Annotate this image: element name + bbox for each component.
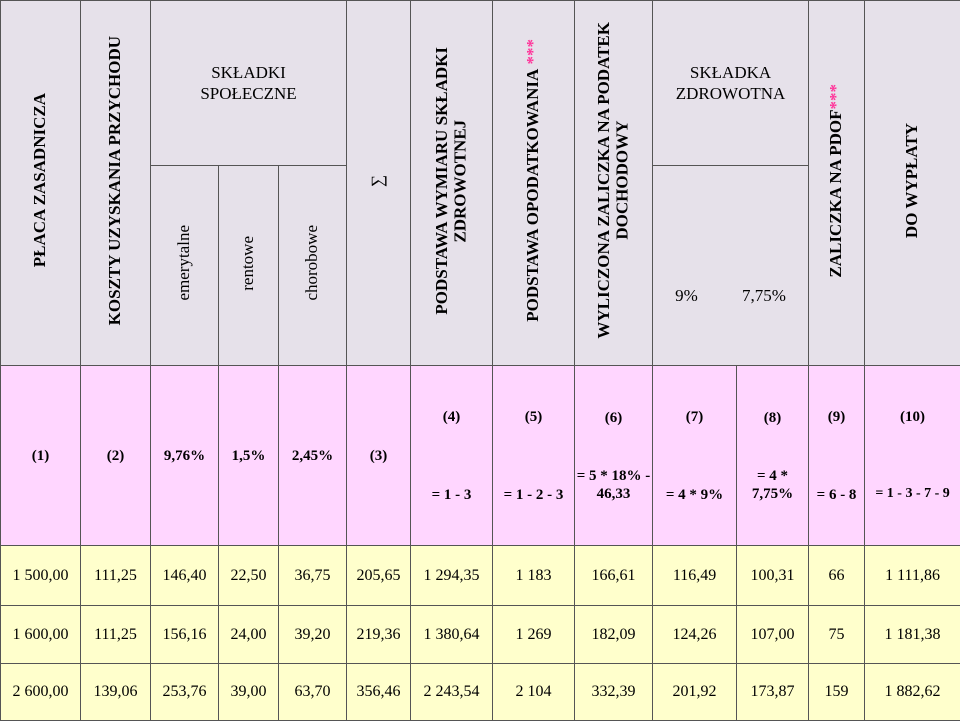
- code-formula-4: (4) = 1 - 3: [411, 366, 493, 546]
- cell: 1 600,00: [1, 606, 81, 664]
- cell: 39,20: [279, 606, 347, 664]
- header-zaliczka-pdof: ZALICZKA NA PDOF***: [809, 1, 865, 366]
- header-do-wyplaty: DO WYPŁATY: [865, 1, 960, 366]
- cell: 124,26: [653, 606, 737, 664]
- code-chorobowe-rate: 2,45%: [279, 366, 347, 546]
- code-formula-7: (7) = 4 * 9%: [653, 366, 737, 546]
- cell: 173,87: [737, 664, 809, 721]
- cell: 111,25: [81, 606, 151, 664]
- cell: 2 600,00: [1, 664, 81, 721]
- code-5: (5): [493, 408, 574, 426]
- header-skladki-spoleczne: SKŁADKI SPOŁECZNE: [151, 1, 347, 166]
- header-skladka-zdrowotna: SKŁADKA ZDROWOTNA: [653, 1, 809, 166]
- pct-row: 9% 7,75%: [653, 285, 808, 306]
- code-3: (3): [347, 366, 411, 546]
- formula-9: = 6 - 8: [809, 486, 864, 504]
- code-formula-9: (9) = 6 - 8: [809, 366, 865, 546]
- pct-775-label: 7,75%: [742, 285, 786, 306]
- cell: 1 500,00: [1, 546, 81, 606]
- cell: 205,65: [347, 546, 411, 606]
- podstawa-opodatkowania-label: PODSTAWA OPODATKOWANIA: [523, 69, 542, 322]
- wyliczona-line2: DOCHODOWY: [613, 121, 632, 240]
- cell: 1 183: [493, 546, 575, 606]
- zaliczka-pdof-stars: ***: [826, 84, 845, 110]
- podstawa-zdrowotnej-line1: PODSTAWA WYMIARU SKŁADKI: [432, 47, 451, 315]
- cell: 39,00: [219, 664, 279, 721]
- code-8: (8): [737, 409, 808, 427]
- cell: 356,46: [347, 664, 411, 721]
- pct-9-label: 9%: [675, 285, 698, 306]
- cell: 2 243,54: [411, 664, 493, 721]
- zaliczka-pdof-text: ZALICZKA NA PDOF***: [827, 84, 846, 278]
- cell: 219,36: [347, 606, 411, 664]
- wyliczona-line1: WYLICZONA ZALICZKA NA PODATEK: [594, 22, 613, 339]
- code-formula-6: (6) = 5 * 18% - 46,33: [575, 366, 653, 546]
- cell: 116,49: [653, 546, 737, 606]
- cell: 182,09: [575, 606, 653, 664]
- formula-6: = 5 * 18% - 46,33: [575, 467, 652, 503]
- cell: 166,61: [575, 546, 653, 606]
- table-row: 1 500,00 111,25 146,40 22,50 36,75 205,6…: [1, 546, 960, 606]
- header-skladka-zdrowotna-rates: 9% 7,75%: [653, 166, 809, 366]
- table-row: 1 600,00 111,25 156,16 24,00 39,20 219,3…: [1, 606, 960, 664]
- cell: 201,92: [653, 664, 737, 721]
- header-podstawa-opodatkowania: PODSTAWA OPODATKOWANIA ***: [493, 1, 575, 366]
- formula-4: = 1 - 3: [411, 486, 492, 504]
- formula-7: = 4 * 9%: [653, 486, 736, 504]
- code-emerytalne-rate: 9,76%: [151, 366, 219, 546]
- code-1: (1): [1, 366, 81, 546]
- code-formula-10: (10) = 1 - 3 - 7 - 9: [865, 366, 960, 546]
- code-6: (6): [575, 409, 652, 427]
- code-2: (2): [81, 366, 151, 546]
- formula-5: = 1 - 2 - 3: [493, 486, 574, 504]
- code-4: (4): [411, 408, 492, 426]
- cell: 159: [809, 664, 865, 721]
- cell: 75: [809, 606, 865, 664]
- cell: 2 104: [493, 664, 575, 721]
- cell: 24,00: [219, 606, 279, 664]
- cell: 139,06: [81, 664, 151, 721]
- cell: 22,50: [219, 546, 279, 606]
- header-rentowe: rentowe: [219, 166, 279, 366]
- cell: 146,40: [151, 546, 219, 606]
- header-sigma: ∑: [347, 1, 411, 366]
- code-rentowe-rate: 1,5%: [219, 366, 279, 546]
- header-koszty-uzyskania: KOSZTY UZYSKANIA PRZYCHODU: [81, 1, 151, 366]
- podstawa-opodatkowania-text: PODSTAWA OPODATKOWANIA ***: [524, 39, 543, 322]
- cell: 107,00: [737, 606, 809, 664]
- header-emerytalne: emerytalne: [151, 166, 219, 366]
- cell: 1 181,38: [865, 606, 960, 664]
- cell: 156,16: [151, 606, 219, 664]
- cell: 111,25: [81, 546, 151, 606]
- cell: 253,76: [151, 664, 219, 721]
- formula-10: = 1 - 3 - 7 - 9: [865, 486, 960, 503]
- code-9: (9): [809, 408, 864, 426]
- cell: 332,39: [575, 664, 653, 721]
- cell: 1 882,62: [865, 664, 960, 721]
- cell: 66: [809, 546, 865, 606]
- header-chorobowe: chorobowe: [279, 166, 347, 366]
- zaliczka-pdof-label: ZALICZKA NA PDOF: [826, 109, 845, 277]
- cell: 36,75: [279, 546, 347, 606]
- formula-8: = 4 * 7,75%: [737, 467, 808, 503]
- table-row: 2 600,00 139,06 253,76 39,00 63,70 356,4…: [1, 664, 960, 721]
- podstawa-zdrowotnej-line2: ZDROWOTNEJ: [451, 119, 470, 242]
- code-formula-5: (5) = 1 - 2 - 3: [493, 366, 575, 546]
- cell: 100,31: [737, 546, 809, 606]
- code-7: (7): [653, 408, 736, 426]
- code-formula-8: (8) = 4 * 7,75%: [737, 366, 809, 546]
- cell: 1 111,86: [865, 546, 960, 606]
- cell: 63,70: [279, 664, 347, 721]
- code-10: (10): [865, 408, 960, 426]
- cell: 1 380,64: [411, 606, 493, 664]
- cell: 1 269: [493, 606, 575, 664]
- podstawa-opodatkowania-stars: ***: [523, 39, 542, 65]
- cell: 1 294,35: [411, 546, 493, 606]
- header-placa-zasadnicza: PŁACA ZASADNICZA: [1, 1, 81, 366]
